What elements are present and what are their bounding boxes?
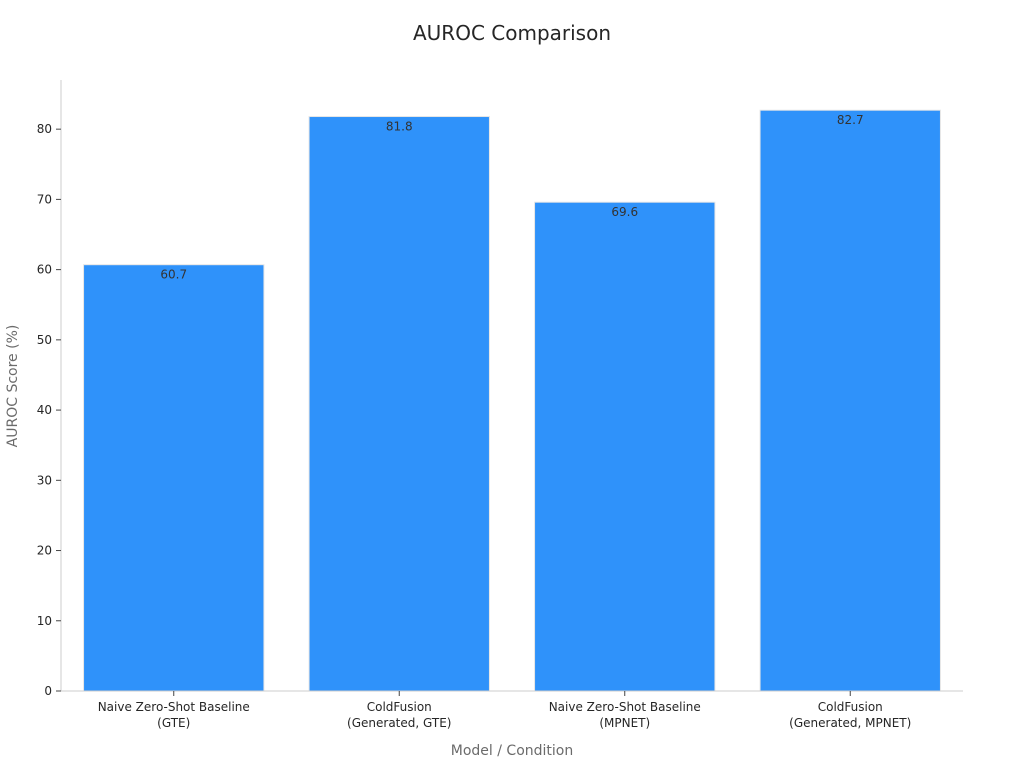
x-axis-title: Model / Condition	[451, 743, 573, 759]
y-tick-label-30: 30	[37, 473, 52, 487]
x-axis-ticks: Naive Zero-Shot Baseline (GTE) ColdFusion (…	[98, 691, 911, 730]
bar-1	[83, 264, 265, 692]
x-tick-label-4-line-1: ColdFusion	[818, 700, 883, 714]
x-tick-label-1-line-2: (GTE)	[157, 716, 190, 730]
y-tick-label-80: 80	[37, 122, 52, 136]
y-tick-label-70: 70	[37, 192, 52, 206]
data-labels-layer: 60.7 81.8 69.6 82.7	[160, 113, 863, 282]
y-tick-label-10: 10	[37, 614, 52, 628]
y-tick-label-20: 20	[37, 544, 52, 558]
y-axis-title: AUROC Score (%)	[5, 325, 21, 448]
y-tick-label-40: 40	[37, 403, 52, 417]
x-tick-label-3-line-1: Naive Zero-Shot Baseline	[549, 700, 701, 714]
y-tick-label-50: 50	[37, 333, 52, 347]
bar-2	[308, 116, 490, 692]
bar-3	[534, 201, 716, 692]
y-axis-ticks: 0 10 20 30 40 50 60 70 80	[37, 122, 61, 698]
y-tick-label-0: 0	[44, 684, 52, 698]
x-tick-label-4-line-2: (Generated, MPNET)	[789, 716, 911, 730]
x-tick-label-2-line-2: (Generated, GTE)	[347, 716, 451, 730]
x-tick-label-1-line-1: Naive Zero-Shot Baseline	[98, 700, 250, 714]
x-tick-label-2-line-1: ColdFusion	[367, 700, 432, 714]
data-label-4: 82.7	[837, 113, 864, 127]
y-tick-label-60: 60	[37, 263, 52, 277]
data-label-1: 60.7	[160, 268, 187, 282]
data-label-3: 69.6	[611, 205, 638, 219]
data-label-2: 81.8	[386, 120, 413, 134]
x-tick-label-3-line-2: (MPNET)	[599, 716, 650, 730]
bar-4	[759, 109, 941, 692]
chart-title: AUROC Comparison	[413, 21, 611, 45]
bars-layer	[83, 109, 941, 692]
